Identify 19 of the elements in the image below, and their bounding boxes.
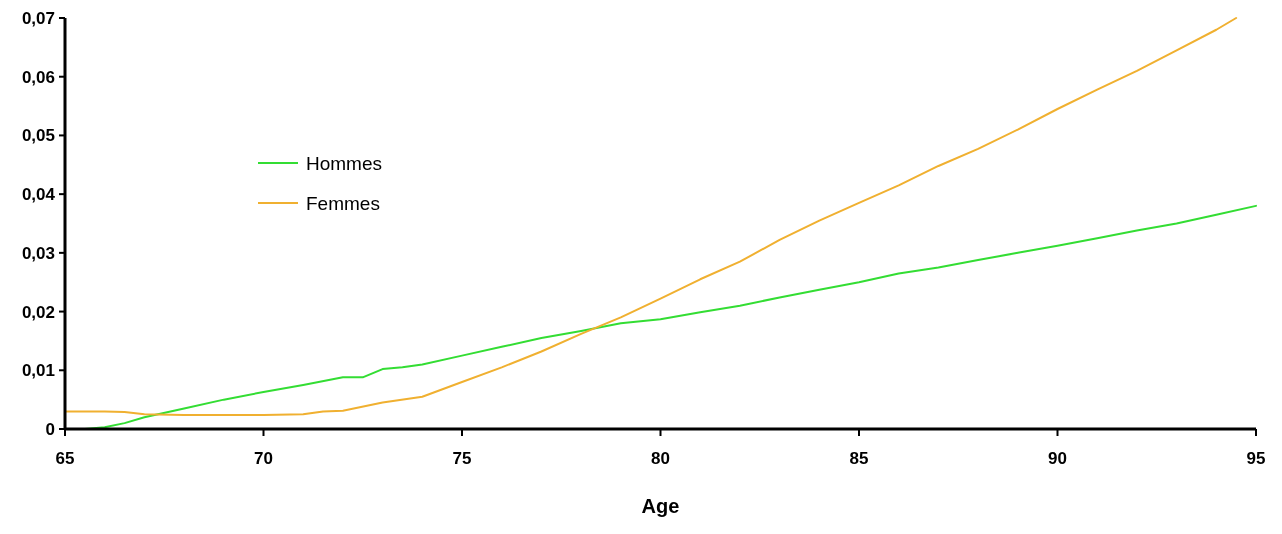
y-tick-label: 0,06 bbox=[21, 67, 55, 87]
x-tick-label: 90 bbox=[1048, 449, 1067, 468]
x-tick-label: 95 bbox=[1246, 449, 1266, 468]
legend-label: Femmes bbox=[306, 192, 380, 214]
y-tick-label: 0,05 bbox=[21, 126, 55, 146]
x-tick-label: 75 bbox=[452, 449, 472, 468]
x-tick-label: 65 bbox=[55, 449, 75, 468]
x-axis-title: Age bbox=[641, 495, 680, 517]
y-tick-label: 0 bbox=[45, 419, 55, 439]
legend-label: Hommes bbox=[306, 152, 383, 174]
y-tick-label: 0,01 bbox=[21, 361, 55, 381]
x-tick-label: 85 bbox=[849, 449, 869, 468]
y-tick-label: 0,03 bbox=[21, 243, 55, 263]
y-tick-label: 0,04 bbox=[21, 185, 56, 205]
x-tick-label: 70 bbox=[254, 449, 273, 468]
y-tick-label: 0,02 bbox=[21, 302, 55, 322]
y-tick-label: 0,07 bbox=[21, 8, 55, 28]
x-tick-label: 80 bbox=[651, 449, 670, 468]
line-series bbox=[64, 17, 1238, 416]
